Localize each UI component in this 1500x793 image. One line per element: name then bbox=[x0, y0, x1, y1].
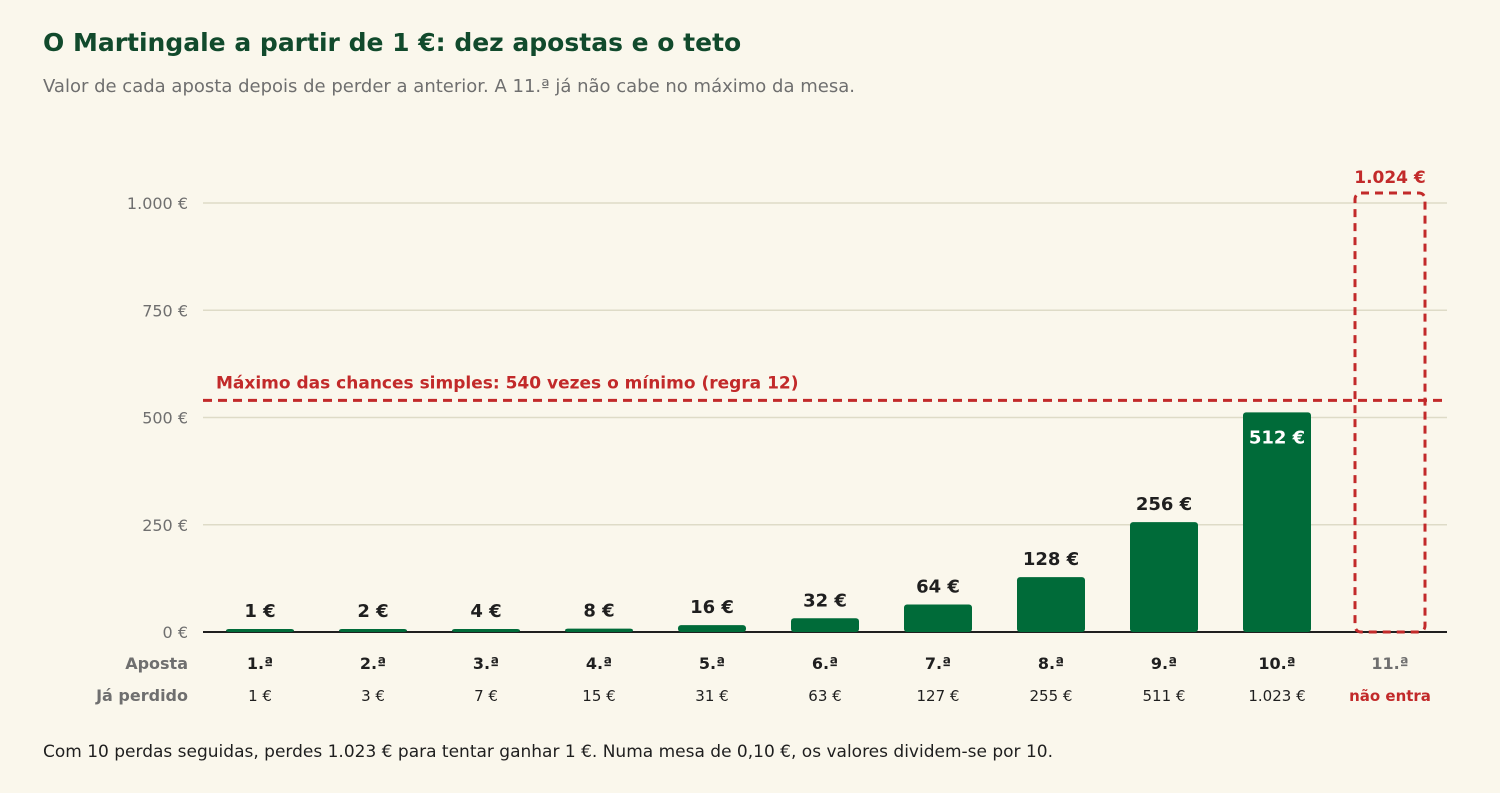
bar bbox=[1130, 522, 1198, 632]
bar-value-label: 2 € bbox=[357, 601, 388, 622]
lost-label: 127 € bbox=[917, 687, 960, 705]
bar bbox=[226, 629, 294, 632]
bar bbox=[452, 629, 520, 632]
chart-subtitle: Valor de cada aposta depois de perder a … bbox=[43, 76, 855, 97]
y-tick-label: 500 € bbox=[142, 409, 188, 428]
bar bbox=[1243, 412, 1311, 632]
lost-label: 7 € bbox=[474, 687, 498, 705]
lost-label: 15 € bbox=[582, 687, 615, 705]
bar bbox=[678, 625, 746, 632]
bars-layer bbox=[203, 191, 1447, 634]
bar bbox=[791, 618, 859, 632]
lost-label: 1.023 € bbox=[1248, 687, 1305, 705]
limit-line-label: Máximo das chances simples: 540 vezes o … bbox=[216, 373, 799, 393]
bar-value-label: 16 € bbox=[690, 597, 734, 618]
lost-label: não entra bbox=[1349, 687, 1431, 705]
x-tick-label: 2.ª bbox=[360, 654, 386, 673]
x-tick-label: 10.ª bbox=[1258, 654, 1295, 673]
bar-value-label: 32 € bbox=[803, 590, 847, 611]
row-label-aposta: Aposta bbox=[125, 654, 188, 673]
lost-label: 3 € bbox=[361, 687, 385, 705]
bar bbox=[904, 604, 972, 632]
x-tick-label: 5.ª bbox=[699, 654, 725, 673]
x-tick-label: 11.ª bbox=[1371, 654, 1408, 673]
x-tick-label: 8.ª bbox=[1038, 654, 1064, 673]
bar-value-label: 128 € bbox=[1023, 549, 1079, 570]
y-tick-label: 750 € bbox=[142, 301, 188, 320]
lost-label: 511 € bbox=[1143, 687, 1186, 705]
bar-value-label: 1 € bbox=[244, 601, 275, 622]
bar bbox=[339, 629, 407, 632]
bar-value-label: 4 € bbox=[470, 601, 501, 622]
x-tick-label: 9.ª bbox=[1151, 654, 1177, 673]
chart-title: O Martingale a partir de 1 €: dez aposta… bbox=[43, 28, 742, 57]
lost-label: 31 € bbox=[695, 687, 728, 705]
labels-layer: 0 € 250 € 500 € 750 € 1.000 € 1 € 2 € 4 € 8 € 16 … bbox=[95, 168, 1431, 705]
bar-value-label: 1.024 € bbox=[1354, 168, 1426, 188]
x-tick-label: 7.ª bbox=[925, 654, 951, 673]
bar-value-label: 8 € bbox=[583, 601, 614, 622]
row-label-lost: Já perdido bbox=[95, 686, 188, 705]
footnote: Com 10 perdas seguidas, perdes 1.023 € p… bbox=[43, 742, 1053, 762]
bar-value-label: 256 € bbox=[1136, 494, 1192, 515]
lost-label: 63 € bbox=[808, 687, 841, 705]
y-tick-label: 250 € bbox=[142, 516, 188, 535]
bar bbox=[565, 628, 633, 632]
x-tick-label: 1.ª bbox=[247, 654, 273, 673]
x-tick-label: 6.ª bbox=[812, 654, 838, 673]
y-tick-label: 1.000 € bbox=[127, 194, 188, 213]
y-tick-label: 0 € bbox=[163, 623, 188, 642]
bar-exceeds-limit bbox=[1353, 191, 1427, 634]
x-tick-label: 3.ª bbox=[473, 654, 499, 673]
x-tick-label: 4.ª bbox=[586, 654, 612, 673]
lost-label: 255 € bbox=[1030, 687, 1073, 705]
lost-label: 1 € bbox=[248, 687, 272, 705]
bar-value-label: 512 € bbox=[1249, 427, 1305, 448]
bar-value-label: 64 € bbox=[916, 577, 960, 598]
bar bbox=[1017, 577, 1085, 632]
